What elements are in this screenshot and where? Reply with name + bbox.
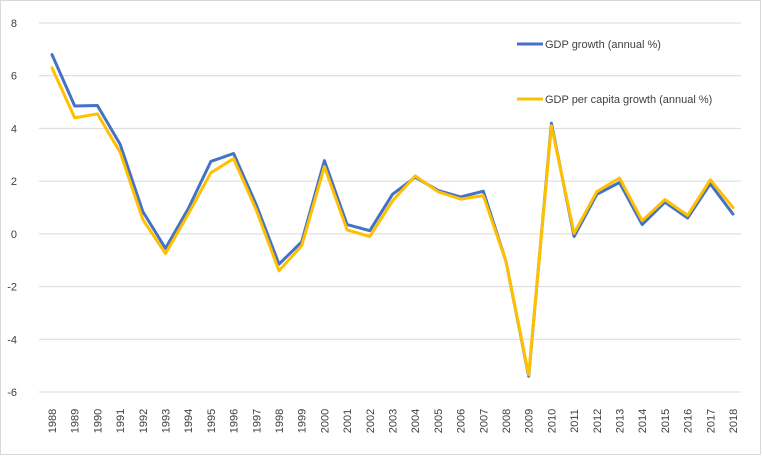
- y-tick-label: 2: [11, 176, 17, 188]
- y-tick-label: 0: [11, 229, 17, 241]
- y-tick-label: -2: [7, 282, 17, 294]
- series-lines: [50, 53, 735, 378]
- x-tick-label: 1997: [251, 409, 263, 433]
- x-tick-label: 1995: [206, 409, 218, 433]
- x-tick-label: 1993: [161, 409, 173, 433]
- x-tick-label: 2006: [456, 409, 468, 433]
- x-tick-label: 2012: [592, 409, 604, 433]
- x-tick-label: 1988: [47, 409, 59, 433]
- x-tick-label: 2014: [637, 409, 649, 433]
- x-axis: 1988 1989 1990 1991 1992 1993 1994 1995 1996 1997…: [47, 409, 740, 433]
- x-tick-label: 1996: [229, 409, 241, 433]
- x-tick-label: 1999: [297, 409, 309, 433]
- x-tick-label: 1992: [138, 409, 150, 433]
- y-tick-label: 4: [11, 123, 17, 135]
- x-tick-label: 2007: [478, 409, 490, 433]
- y-tick-label: -6: [7, 387, 17, 399]
- x-tick-label: 1991: [115, 409, 127, 433]
- x-tick-label: 2017: [705, 409, 717, 433]
- x-tick-label: 2013: [615, 409, 627, 433]
- x-tick-label: 2005: [433, 409, 445, 433]
- x-tick-label: 2010: [546, 409, 558, 433]
- x-tick-label: 2011: [569, 409, 581, 433]
- legend: GDP growth (annual %) GDP per capita grow…: [517, 39, 712, 106]
- y-axis: -6 -4 -2 0 2 4 6 8: [7, 18, 17, 399]
- x-tick-label: 2018: [728, 409, 740, 433]
- series-line-1: [50, 66, 735, 377]
- legend-label: GDP per capita growth (annual %): [545, 94, 712, 106]
- x-tick-label: 2015: [660, 409, 672, 433]
- x-tick-label: 2001: [342, 409, 354, 433]
- y-tick-label: 8: [11, 18, 17, 30]
- y-tick-label: 6: [11, 71, 17, 83]
- legend-label: GDP growth (annual %): [545, 39, 661, 51]
- x-tick-label: 2002: [365, 409, 377, 433]
- y-tick-label: -4: [7, 334, 17, 346]
- x-tick-label: 2016: [683, 409, 695, 433]
- x-tick-label: 1989: [70, 409, 82, 433]
- x-tick-label: 2008: [501, 409, 513, 433]
- x-tick-label: 1998: [274, 409, 286, 433]
- series-line-0: [50, 53, 735, 378]
- x-tick-label: 1994: [183, 409, 195, 433]
- x-tick-label: 1990: [92, 409, 104, 433]
- x-tick-label: 2003: [388, 409, 400, 433]
- x-tick-label: 2004: [410, 409, 422, 433]
- x-tick-label: 2000: [319, 409, 331, 433]
- x-tick-label: 2009: [524, 409, 536, 433]
